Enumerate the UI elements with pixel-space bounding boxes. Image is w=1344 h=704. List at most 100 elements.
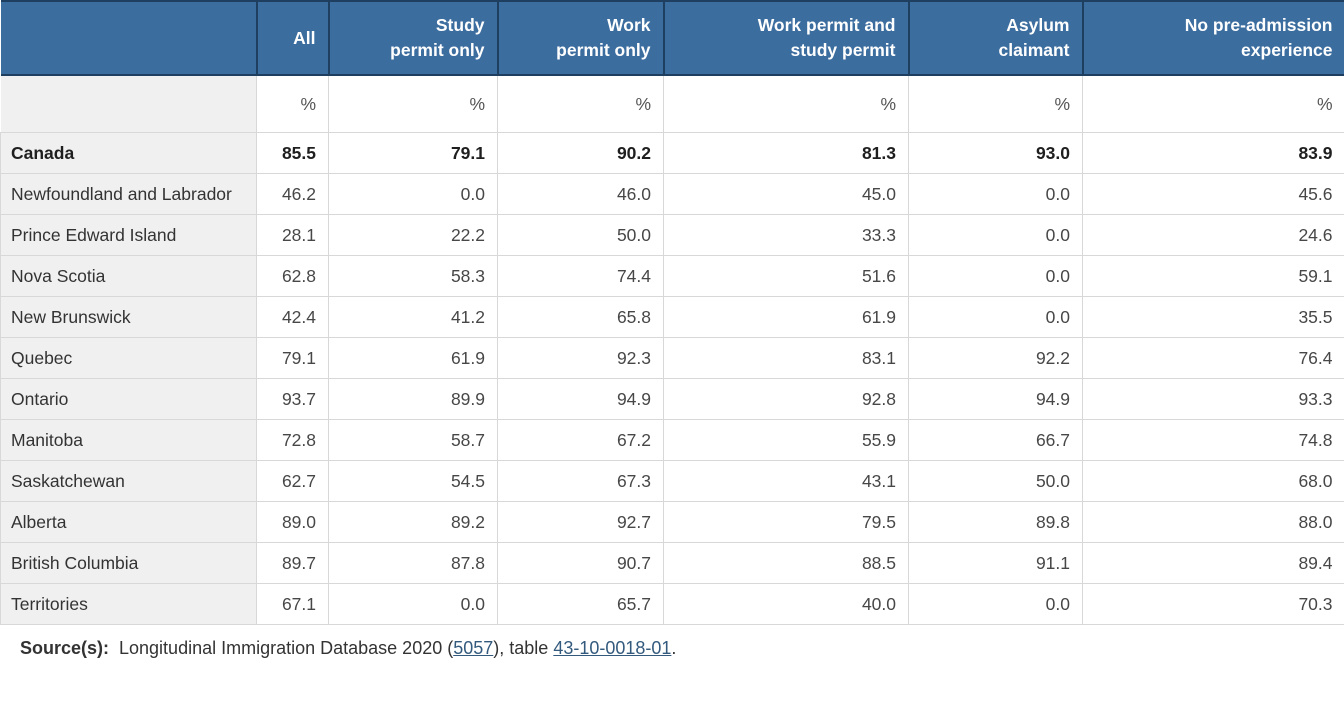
value-cell-work-permit-only: 67.3 <box>497 460 664 502</box>
corner-cell <box>0 0 257 76</box>
header-row: All Study permit only Work permit only Work… <box>0 0 1344 76</box>
value-cell-work-permit-only: 90.7 <box>497 542 664 584</box>
value-cell-no-pre-admission-experience: 76.4 <box>1082 337 1344 379</box>
value-cell-study-permit-only: 41.2 <box>328 296 498 338</box>
value-cell-work-permit-only: 50.0 <box>497 214 664 256</box>
value-cell-asylum-claimant: 50.0 <box>908 460 1083 502</box>
value-cell-work-permit-only: 90.2 <box>497 132 664 174</box>
value-cell-asylum-claimant: 0.0 <box>908 296 1083 338</box>
source-text-segment: . <box>671 638 677 658</box>
table-row: Nova Scotia 62.8 58.3 74.4 51.6 0.0 59.1 <box>0 255 1344 297</box>
value-cell-work-permit-and-study-permit: 79.5 <box>663 501 909 543</box>
value-cell-work-permit-only: 65.8 <box>497 296 664 338</box>
value-cell-work-permit-and-study-permit: 33.3 <box>663 214 909 256</box>
source-link-43-10-0018-01[interactable]: 43-10-0018-01 <box>553 638 672 658</box>
value-cell-work-permit-and-study-permit: 43.1 <box>663 460 909 502</box>
row-header: British Columbia <box>0 542 257 584</box>
row-header: Canada <box>0 132 257 174</box>
value-cell-study-permit-only: 0.0 <box>328 173 498 215</box>
table-body: %%%%%% Canada 85.5 79.1 90.2 81.3 93.0 83.9 Newf… <box>0 75 1344 625</box>
value-cell-all: 28.1 <box>256 214 329 256</box>
value-cell-asylum-claimant: 0.0 <box>908 583 1083 625</box>
value-cell-work-permit-only: 94.9 <box>497 378 664 420</box>
value-cell-all: 46.2 <box>256 173 329 215</box>
row-header: Ontario <box>0 378 257 420</box>
value-cell-study-permit-only: 58.3 <box>328 255 498 297</box>
source-label: Source(s): <box>20 638 110 658</box>
table-row: Canada 85.5 79.1 90.2 81.3 93.0 83.9 <box>0 132 1344 174</box>
value-cell-asylum-claimant: 0.0 <box>908 255 1083 297</box>
value-cell-study-permit-only: 0.0 <box>328 583 498 625</box>
value-cell-study-permit-only: 22.2 <box>328 214 498 256</box>
row-header: Quebec <box>0 337 257 379</box>
table-row: Quebec 79.1 61.9 92.3 83.1 92.2 76.4 <box>0 337 1344 379</box>
value-cell-all: 67.1 <box>256 583 329 625</box>
table-row: Saskatchewan 62.7 54.5 67.3 43.1 50.0 68.0 <box>0 460 1344 502</box>
value-cell-work-permit-and-study-permit: 51.6 <box>663 255 909 297</box>
value-cell-asylum-claimant: 94.9 <box>908 378 1083 420</box>
unit-cell-asylum-claimant: % <box>908 75 1083 133</box>
value-cell-work-permit-and-study-permit: 40.0 <box>663 583 909 625</box>
table-row: British Columbia 89.7 87.8 90.7 88.5 91.1 89.4 <box>0 542 1344 584</box>
unit-cell-no-pre-admission-experience: % <box>1082 75 1344 133</box>
value-cell-all: 85.5 <box>256 132 329 174</box>
value-cell-study-permit-only: 79.1 <box>328 132 498 174</box>
row-header: Nova Scotia <box>0 255 257 297</box>
source-text: Longitudinal Immigration Database 2020 (… <box>119 638 676 658</box>
table-row: Newfoundland and Labrador 46.2 0.0 46.0 45.0… <box>0 173 1344 215</box>
value-cell-work-permit-and-study-permit: 83.1 <box>663 337 909 379</box>
value-cell-work-permit-only: 92.7 <box>497 501 664 543</box>
value-cell-all: 72.8 <box>256 419 329 461</box>
table-header: All Study permit only Work permit only Work… <box>0 0 1344 76</box>
value-cell-all: 89.7 <box>256 542 329 584</box>
value-cell-asylum-claimant: 0.0 <box>908 214 1083 256</box>
unit-cell-work-permit-only: % <box>497 75 664 133</box>
value-cell-work-permit-only: 46.0 <box>497 173 664 215</box>
value-cell-all: 93.7 <box>256 378 329 420</box>
value-cell-work-permit-and-study-permit: 92.8 <box>663 378 909 420</box>
value-cell-asylum-claimant: 92.2 <box>908 337 1083 379</box>
value-cell-all: 62.8 <box>256 255 329 297</box>
unit-row-header <box>0 75 257 133</box>
value-cell-asylum-claimant: 89.8 <box>908 501 1083 543</box>
data-table: All Study permit only Work permit only Work… <box>0 0 1344 625</box>
value-cell-study-permit-only: 89.9 <box>328 378 498 420</box>
value-cell-work-permit-and-study-permit: 55.9 <box>663 419 909 461</box>
column-header-no-pre-admission-experience: No pre-admission experience <box>1081 0 1344 76</box>
value-cell-work-permit-and-study-permit: 45.0 <box>663 173 909 215</box>
value-cell-all: 42.4 <box>256 296 329 338</box>
value-cell-asylum-claimant: 0.0 <box>908 173 1083 215</box>
value-cell-study-permit-only: 61.9 <box>328 337 498 379</box>
value-cell-study-permit-only: 54.5 <box>328 460 498 502</box>
value-cell-all: 79.1 <box>256 337 329 379</box>
unit-cell-all: % <box>256 75 329 133</box>
value-cell-asylum-claimant: 66.7 <box>908 419 1083 461</box>
value-cell-asylum-claimant: 93.0 <box>908 132 1083 174</box>
source-text-segment: ), table <box>493 638 554 658</box>
column-header-work-permit-only: Work permit only <box>496 0 664 76</box>
table-row: Manitoba 72.8 58.7 67.2 55.9 66.7 74.8 <box>0 419 1344 461</box>
table-row: Alberta 89.0 89.2 92.7 79.5 89.8 88.0 <box>0 501 1344 543</box>
value-cell-all: 62.7 <box>256 460 329 502</box>
table-row: Territories 67.1 0.0 65.7 40.0 0.0 70.3 <box>0 583 1344 625</box>
value-cell-work-permit-only: 67.2 <box>497 419 664 461</box>
value-cell-no-pre-admission-experience: 35.5 <box>1082 296 1344 338</box>
source-link-5057[interactable]: 5057 <box>453 638 494 658</box>
column-header-work-permit-and-study-permit: Work permit and study permit <box>662 0 909 76</box>
value-cell-no-pre-admission-experience: 24.6 <box>1082 214 1344 256</box>
value-cell-work-permit-only: 65.7 <box>497 583 664 625</box>
column-header-study-permit-only: Study permit only <box>327 0 498 76</box>
value-cell-work-permit-and-study-permit: 61.9 <box>663 296 909 338</box>
column-header-asylum-claimant: Asylum claimant <box>907 0 1083 76</box>
value-cell-no-pre-admission-experience: 45.6 <box>1082 173 1344 215</box>
unit-row: %%%%%% <box>0 75 1344 133</box>
value-cell-work-permit-and-study-permit: 88.5 <box>663 542 909 584</box>
value-cell-no-pre-admission-experience: 59.1 <box>1082 255 1344 297</box>
value-cell-no-pre-admission-experience: 89.4 <box>1082 542 1344 584</box>
source-text-segment: Longitudinal Immigration Database 2020 ( <box>119 638 454 658</box>
row-header: Manitoba <box>0 419 257 461</box>
table-row: Ontario 93.7 89.9 94.9 92.8 94.9 93.3 <box>0 378 1344 420</box>
value-cell-asylum-claimant: 91.1 <box>908 542 1083 584</box>
value-cell-all: 89.0 <box>256 501 329 543</box>
